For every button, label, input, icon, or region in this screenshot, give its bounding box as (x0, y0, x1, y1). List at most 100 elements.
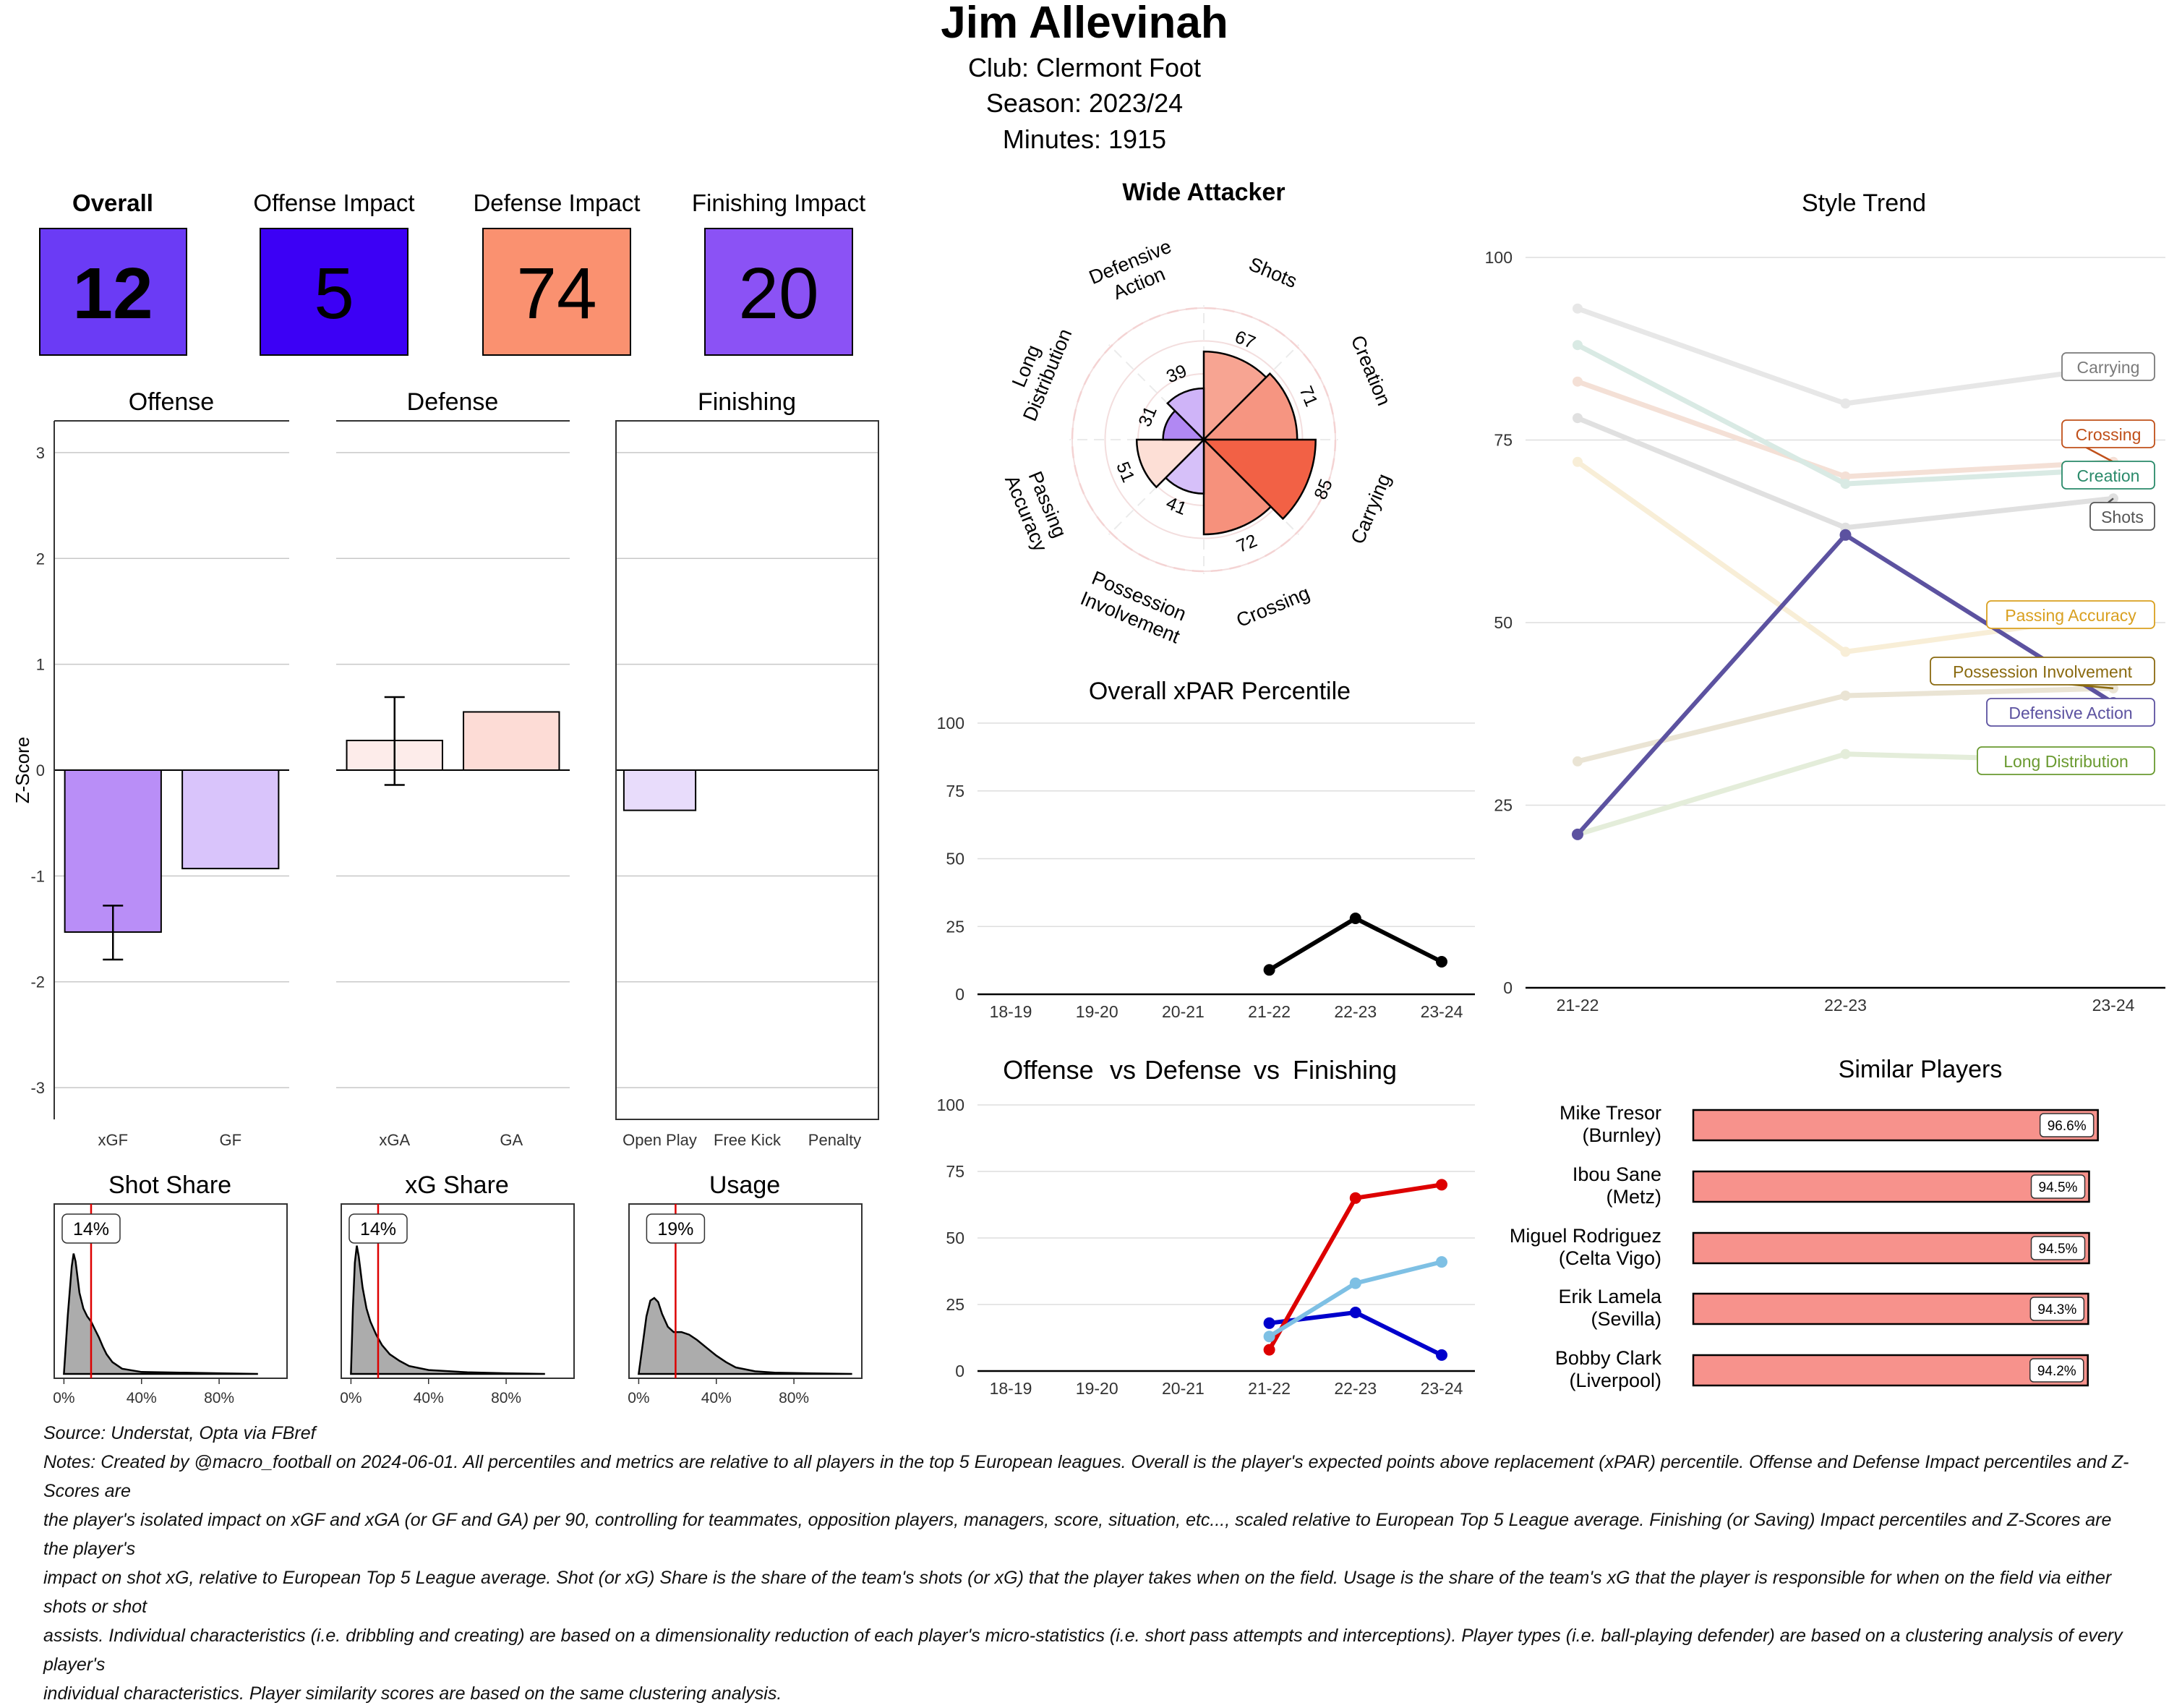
zscore-axis-label: Z-Score (12, 737, 33, 803)
y-tick-label: 100 (937, 714, 964, 733)
radar-value-label: 67 (1232, 327, 1258, 354)
radar-axis-label: PossessionInvolvement (1077, 566, 1192, 648)
y-tick-label: 75 (946, 1162, 964, 1181)
x-tick-label: 21-22 (1248, 1379, 1291, 1398)
radar-value-label: 41 (1163, 492, 1189, 519)
similar-player-name: Ibou Sane(Metz) (1573, 1163, 1661, 1208)
impact-title-vs-1: vs (1110, 1055, 1136, 1085)
zscore-tick-label: 3 (36, 444, 45, 462)
player-name: Jim Allevinah (941, 0, 1228, 48)
player-profile-dashboard: Jim Allevinah Club: Clermont Foot Season… (0, 0, 2169, 1591)
radar-axis-label: Shots (1246, 253, 1300, 292)
similar-player-name: Erik Lamela(Sevilla) (1558, 1286, 1662, 1330)
x-tick-label: 21-22 (1557, 996, 1599, 1015)
x-tick-label: 80% (779, 1390, 809, 1406)
point-offense (1264, 1318, 1275, 1329)
offense-impact-tile: Offense Impact 5 (253, 189, 414, 355)
series-label-shots: Shots (2101, 508, 2144, 526)
zscore-bar-gf (182, 770, 278, 868)
player-marker-label: 14% (73, 1219, 109, 1239)
x-tick-label: 20-21 (1162, 1002, 1205, 1021)
point-finishing (1264, 1331, 1275, 1342)
radar-value-label: 71 (1295, 383, 1322, 409)
point-defensive-action (1572, 829, 1583, 840)
zscore-tick-label: -3 (30, 1079, 45, 1097)
radar-axis-label: DefensiveAction (1086, 235, 1184, 309)
source-line: Source: Understat, Opta via FBref (43, 1419, 2140, 1448)
point-long-distribution (1841, 749, 1851, 759)
x-tick-label: 22-23 (1824, 996, 1867, 1015)
zscore-bar-ga (463, 712, 559, 771)
radar-value-label: 39 (1163, 361, 1189, 388)
x-tick-label: 0% (340, 1390, 362, 1406)
series-label-long-distribution: Long Distribution (2003, 752, 2129, 771)
y-tick-label: 50 (1494, 613, 1513, 632)
radar-value-label: 51 (1112, 459, 1139, 485)
x-tick-label: 80% (204, 1390, 234, 1406)
point-possession-involvement (1841, 691, 1851, 701)
x-tick-label: 18-19 (990, 1379, 1032, 1398)
zscore-tick-label: -1 (30, 867, 45, 885)
category-label: Open Play (623, 1131, 697, 1149)
series-label-possession-involvement: Possession Involvement (1953, 662, 2133, 681)
defense-impact-tile-label: Defense Impact (473, 189, 640, 216)
point-passing-accuracy (1573, 457, 1583, 467)
point-passing-accuracy (1841, 646, 1851, 657)
line-finishing (1270, 1262, 1442, 1336)
category-label: GF (219, 1131, 241, 1149)
shot-share-chart: Shot Share 14% 0% 40% 80% (53, 1171, 287, 1406)
y-tick-label: 25 (1494, 796, 1513, 815)
y-tick-label: 75 (1494, 431, 1513, 450)
y-tick-label: 25 (946, 1295, 964, 1314)
category-label: GA (500, 1131, 523, 1149)
similar-player-name: Bobby Clark(Liverpool) (1555, 1347, 1662, 1391)
x-tick-label: 40% (701, 1390, 732, 1406)
point-offense (1436, 1349, 1447, 1361)
point-carrying (1841, 398, 1851, 409)
radar-title: Wide Attacker (1122, 179, 1285, 206)
y-tick-label: 100 (1485, 248, 1513, 267)
similarity-bar (1693, 1171, 2089, 1202)
x-tick-label: 0% (53, 1390, 74, 1406)
x-tick-label: 23-24 (1421, 1002, 1463, 1021)
impact-title-finishing: Finishing (1293, 1055, 1397, 1085)
shot-share-title: Shot Share (108, 1171, 231, 1199)
point-crossing (1573, 377, 1583, 387)
zscore-bar-open-play (624, 770, 696, 811)
radar-value-label: 72 (1233, 531, 1259, 558)
impact-tiles: Overall 12 Offense Impact 5 Defense Impa… (40, 189, 865, 355)
footer-notes: Source: Understat, Opta via FBref Notes:… (43, 1419, 2140, 1708)
defense-impact-tile-value: 74 (516, 253, 596, 334)
x-tick-label: 20-21 (1162, 1379, 1205, 1398)
finishing-impact-tile: Finishing Impact 20 (692, 189, 865, 355)
x-tick-label: 40% (127, 1390, 157, 1406)
point-defense (1350, 1192, 1361, 1204)
notes-line-3: impact on shot xG, relative to European … (43, 1563, 2140, 1621)
y-tick-label: 0 (955, 1362, 964, 1380)
similarity-bar (1693, 1355, 2088, 1385)
zscore-tick-label: 1 (36, 656, 45, 674)
notes-line-1: Notes: Created by @macro_football on 202… (43, 1448, 2140, 1506)
line-crossing (1578, 382, 2113, 477)
x-tick-label: 19-20 (1076, 1002, 1118, 1021)
finishing-impact-tile-label: Finishing Impact (692, 189, 865, 216)
xg-share-chart: xG Share 14%0%40%80% (340, 1171, 574, 1406)
similarity-bar (1693, 1294, 2088, 1324)
y-tick-label: 50 (946, 1229, 964, 1247)
similarity-value-label: 94.3% (2037, 1302, 2076, 1318)
x-tick-label: 22-23 (1334, 1002, 1377, 1021)
radar-axis-label: PassingAccuracy (1001, 464, 1073, 555)
point-defense (1436, 1179, 1447, 1190)
similar-players-title: Similar Players (1839, 1056, 2003, 1083)
similarity-bar (1693, 1110, 2098, 1140)
point-series (1436, 956, 1447, 968)
radar-axis-label: Carrying (1347, 471, 1395, 547)
similar-player-name: Mike Tresor(Burnley) (1560, 1102, 1661, 1146)
x-tick-label: 23-24 (1421, 1379, 1463, 1398)
similarity-value-label: 96.6% (2048, 1119, 2087, 1134)
similarity-value-label: 94.2% (2037, 1364, 2076, 1379)
point-defense (1264, 1344, 1275, 1356)
y-tick-label: 0 (1503, 978, 1513, 997)
